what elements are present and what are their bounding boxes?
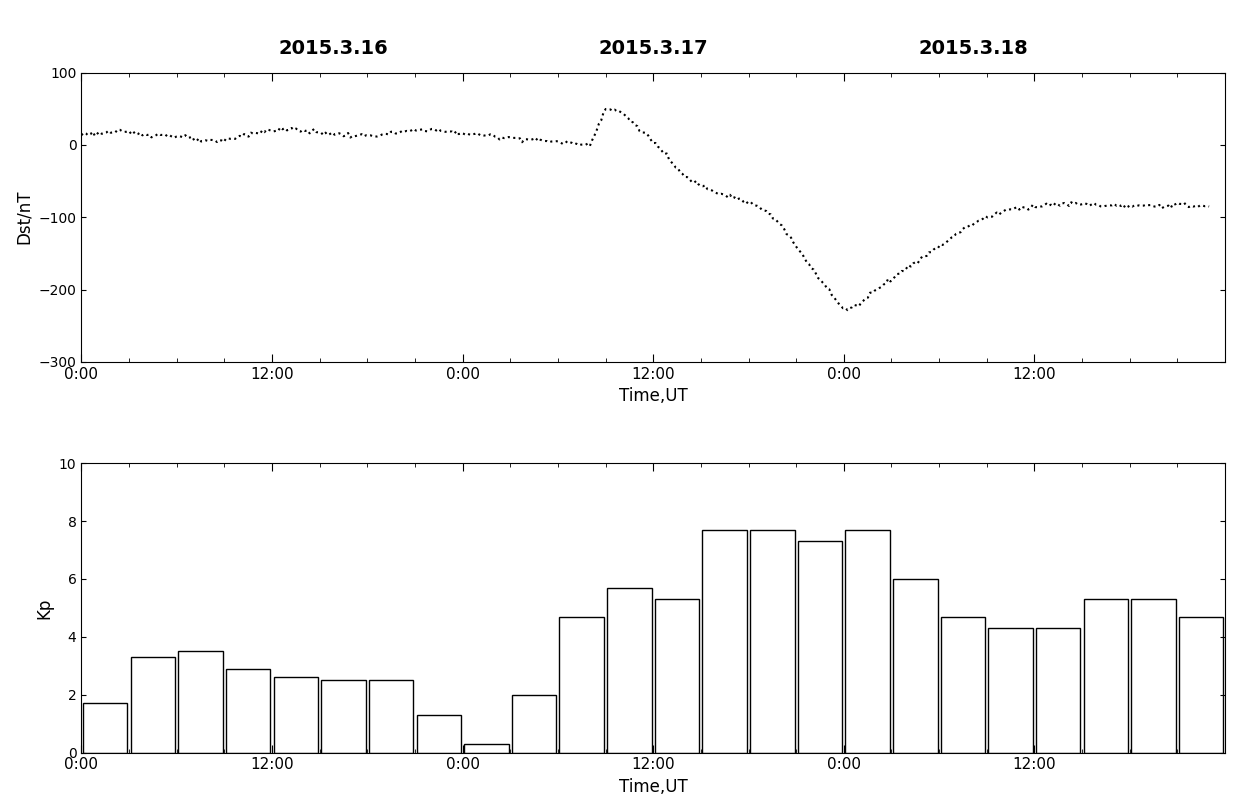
- Bar: [702, 530, 746, 753]
- Text: 2015.3.16: 2015.3.16: [278, 39, 388, 58]
- Bar: [893, 579, 937, 753]
- Bar: [321, 680, 366, 753]
- Bar: [417, 715, 461, 753]
- Bar: [512, 695, 557, 753]
- Bar: [846, 530, 890, 753]
- Bar: [130, 657, 175, 753]
- Bar: [655, 599, 699, 753]
- Bar: [370, 680, 413, 753]
- Bar: [179, 651, 223, 753]
- Bar: [1131, 599, 1176, 753]
- Bar: [226, 668, 270, 753]
- Bar: [1179, 616, 1224, 753]
- Bar: [988, 629, 1033, 753]
- Bar: [1035, 629, 1080, 753]
- Bar: [83, 703, 128, 753]
- Text: 2015.3.17: 2015.3.17: [599, 39, 708, 58]
- Bar: [274, 677, 319, 753]
- Bar: [464, 744, 508, 753]
- Y-axis label: Dst/nT: Dst/nT: [15, 190, 33, 244]
- Bar: [750, 530, 795, 753]
- Bar: [559, 616, 604, 753]
- Bar: [1084, 599, 1128, 753]
- X-axis label: Time,UT: Time,UT: [619, 388, 688, 406]
- Bar: [608, 588, 652, 753]
- Bar: [941, 616, 985, 753]
- Bar: [797, 541, 842, 753]
- Y-axis label: Kp: Kp: [36, 597, 53, 619]
- X-axis label: Time,UT: Time,UT: [619, 778, 688, 796]
- Text: 2015.3.18: 2015.3.18: [919, 39, 1028, 58]
